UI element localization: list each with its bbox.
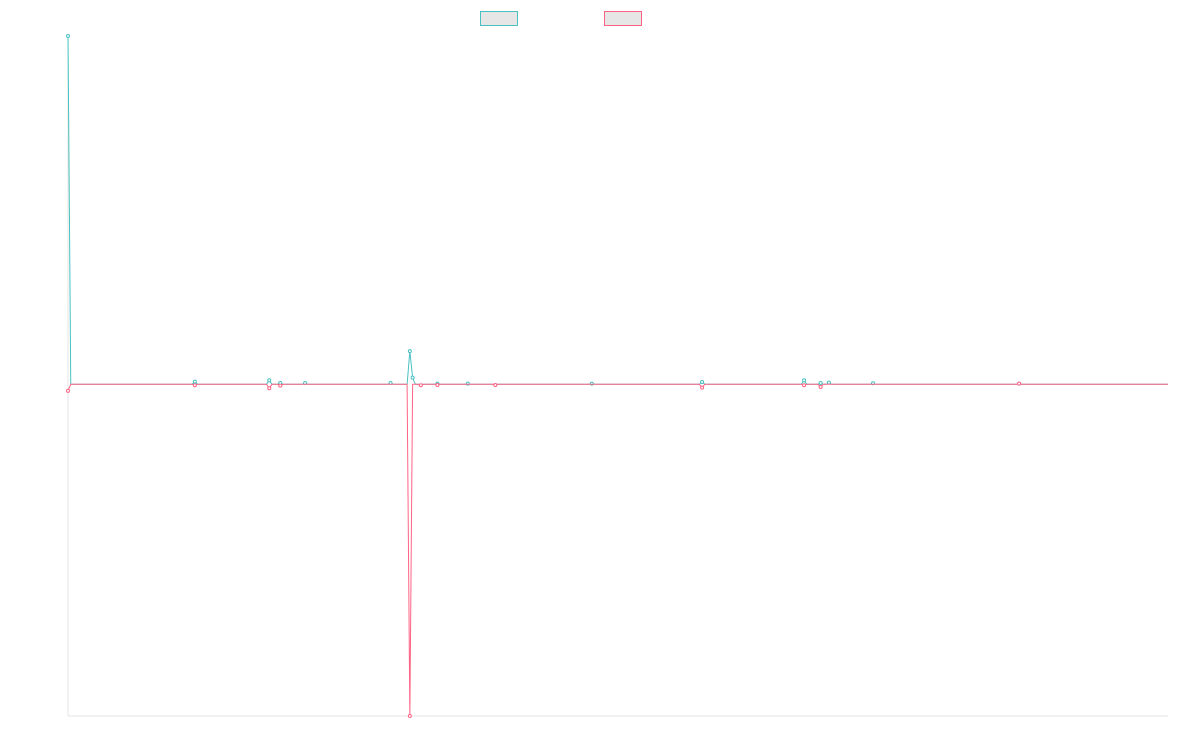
- legend-swatch-series-2: [604, 10, 642, 26]
- series-layer: [66, 34, 1168, 718]
- legend: [0, 9, 1200, 27]
- series-2-point[interactable]: [278, 383, 283, 388]
- series-1-point[interactable]: [407, 349, 412, 354]
- series-2-point[interactable]: [192, 383, 197, 388]
- legend-item-series-1[interactable]: [480, 9, 524, 27]
- series-line-2: [67, 383, 1168, 717]
- series-2-point[interactable]: [267, 386, 272, 391]
- series-2-point[interactable]: [818, 384, 823, 389]
- series-2-point[interactable]: [802, 383, 807, 388]
- series-2-point[interactable]: [493, 382, 498, 387]
- series-2-point[interactable]: [66, 388, 70, 393]
- series-2-point[interactable]: [700, 385, 705, 390]
- series-1-point[interactable]: [192, 379, 197, 384]
- series-1-point[interactable]: [700, 379, 705, 384]
- series-1-point[interactable]: [818, 380, 823, 385]
- series-line-1: [67, 35, 1168, 385]
- series-1-point[interactable]: [826, 380, 831, 385]
- series-2-point[interactable]: [418, 383, 423, 388]
- series-1-point[interactable]: [267, 378, 272, 383]
- legend-swatch-series-1: [480, 10, 518, 26]
- series-1-point[interactable]: [410, 375, 415, 380]
- series-1-point[interactable]: [802, 378, 807, 383]
- series-2-point[interactable]: [407, 714, 412, 718]
- series-2-point[interactable]: [1017, 381, 1022, 386]
- legend-item-series-2[interactable]: [604, 9, 648, 27]
- series-1-point[interactable]: [66, 34, 70, 38]
- series-2-point[interactable]: [435, 382, 440, 387]
